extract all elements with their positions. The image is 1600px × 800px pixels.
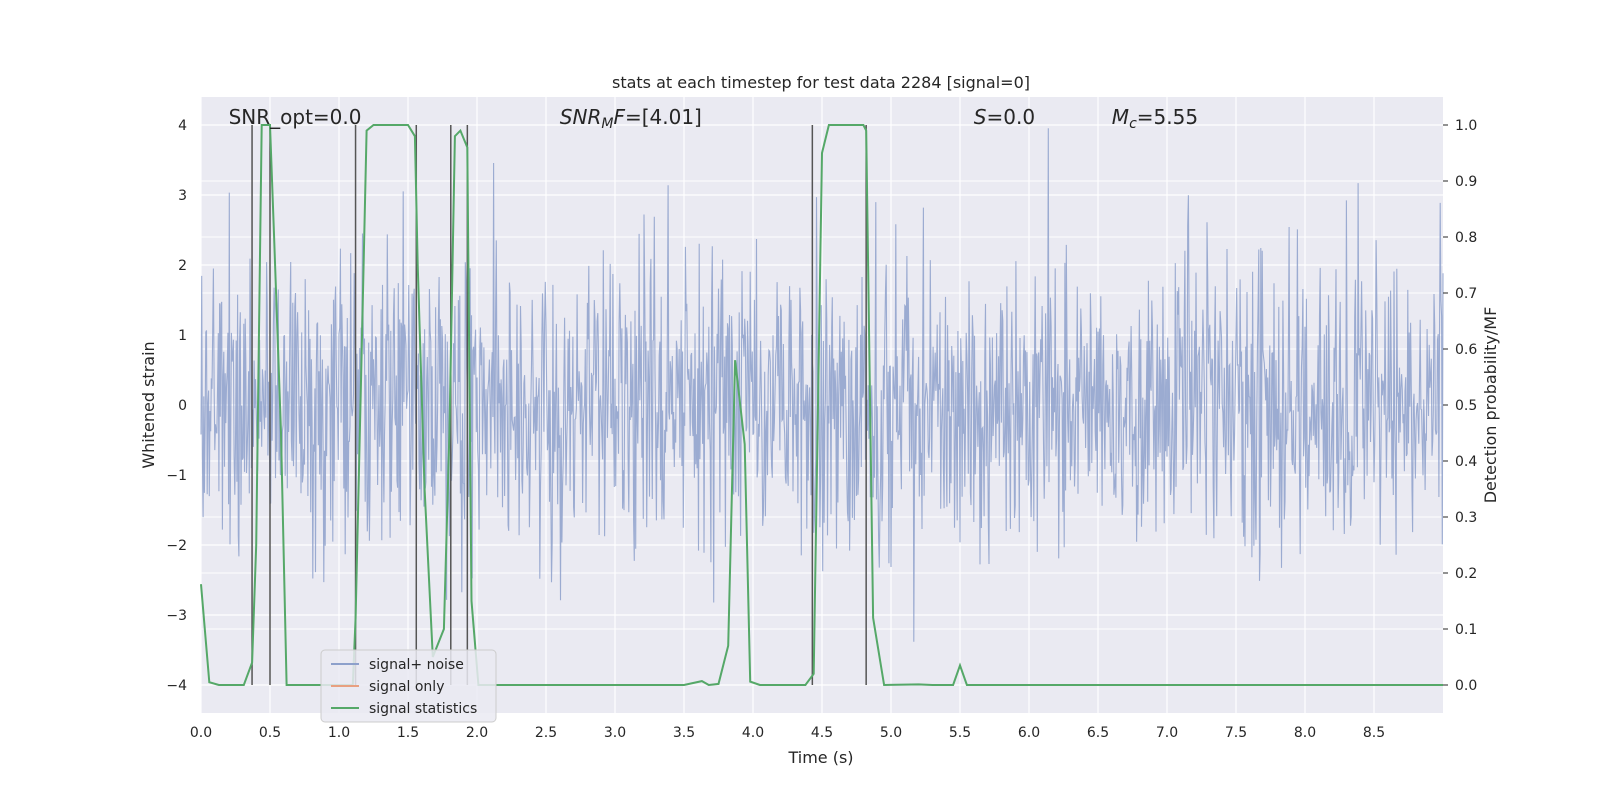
y-tick-label-right: 0.4 xyxy=(1455,454,1477,470)
y-tick-label-right: 1.0 xyxy=(1455,118,1477,134)
x-tick-label: 5.5 xyxy=(949,725,971,741)
annotations: SNR_opt=0.0 SNRMF=[4.01] S=0.0 Mc=5.55 xyxy=(229,105,1198,132)
y-tick-label-right: 0.3 xyxy=(1455,510,1477,526)
x-tick-label: 4.0 xyxy=(742,725,764,741)
legend: signal+ noise signal only signal statist… xyxy=(320,649,497,723)
x-tick-label: 3.5 xyxy=(673,725,695,741)
y-axis-label-right: Detection probability/MF xyxy=(1481,307,1500,504)
x-axis-label: Time (s) xyxy=(787,748,853,767)
x-tick-label: 0.0 xyxy=(190,725,212,741)
x-tick-label: 2.0 xyxy=(466,725,488,741)
x-tick-label: 6.0 xyxy=(1018,725,1040,741)
y-tick-label-right: 0.8 xyxy=(1455,230,1477,246)
annotation-2: S=0.0 xyxy=(974,105,1035,129)
annotation-1: SNRMF=[4.01] xyxy=(560,105,702,132)
y-tick-label-right: 0.1 xyxy=(1455,622,1477,638)
x-tick-label: 4.5 xyxy=(811,725,833,741)
y-tick-label-left: 3 xyxy=(178,188,187,204)
chart-title: stats at each timestep for test data 228… xyxy=(612,73,1030,92)
y-tick-label-left: 0 xyxy=(178,398,187,414)
x-tick-label: 0.5 xyxy=(259,725,281,741)
x-tick-label: 8.0 xyxy=(1294,725,1316,741)
x-tick-label: 6.5 xyxy=(1087,725,1109,741)
annotation-0: SNR_opt=0.0 xyxy=(229,105,362,129)
statistics-line xyxy=(200,124,1443,687)
legend-label-signal: signal only xyxy=(369,679,444,695)
y-tick-label-left: −1 xyxy=(166,468,187,484)
y-tick-label-left: 2 xyxy=(178,258,187,274)
y-tick-label-left: −3 xyxy=(166,608,187,624)
y-tick-label-right: 0.2 xyxy=(1455,566,1477,582)
axes: 0.0 0.5 1.0 1.5 2.0 2.5 3.0 3.5 4.0 4.5 5.0 5.5 6.0 6… xyxy=(166,118,1477,741)
legend-label-statistics: signal statistics xyxy=(369,701,477,717)
x-tick-label: 1.0 xyxy=(328,725,350,741)
x-tick-label: 3.0 xyxy=(604,725,626,741)
y-axis-label-left: Whitened strain xyxy=(139,341,158,468)
y-tick-label-left: −4 xyxy=(166,678,187,694)
y-tick-label-right: 0.0 xyxy=(1455,678,1477,694)
y-tick-label-right: 0.7 xyxy=(1455,286,1477,302)
y-tick-label-left: −2 xyxy=(166,538,187,554)
legend-box xyxy=(320,649,497,723)
x-tick-label: 7.0 xyxy=(1156,725,1178,741)
y-tick-label-right: 0.9 xyxy=(1455,174,1477,190)
y-tick-label-right: 0.5 xyxy=(1455,398,1477,414)
y-tick-label-right: 0.6 xyxy=(1455,342,1477,358)
x-tick-label: 8.5 xyxy=(1363,725,1385,741)
signal-statistics-series xyxy=(200,124,1443,687)
y-tick-label-left: 1 xyxy=(178,328,187,344)
legend-label-noise: signal+ noise xyxy=(369,657,464,673)
annotation-3: Mc=5.55 xyxy=(1112,105,1198,132)
y-tick-label-left: 4 xyxy=(178,118,187,134)
x-tick-label: 2.5 xyxy=(535,725,557,741)
x-tick-label: 7.5 xyxy=(1225,725,1247,741)
noise-line xyxy=(200,128,1444,642)
x-tick-label: 1.5 xyxy=(397,725,419,741)
signal-noise-series xyxy=(200,128,1444,642)
x-tick-label: 5.0 xyxy=(880,725,902,741)
